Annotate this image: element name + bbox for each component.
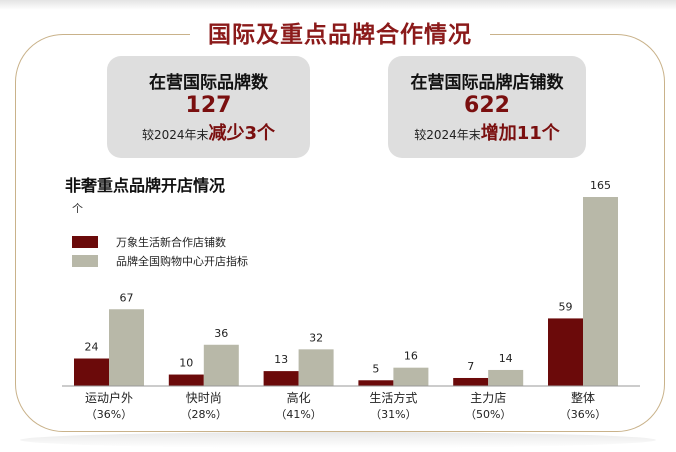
chart-title: 非奢重点品牌开店情况 <box>65 176 226 195</box>
category-label: 快时尚 <box>186 391 222 405</box>
legend-label: 万象生活新合作店铺数 <box>116 235 226 249</box>
category-label: 生活方式 <box>369 390 417 405</box>
y-unit-label: 个 <box>72 202 83 215</box>
category-label: 运动户外 <box>85 390 133 405</box>
legend-swatch <box>72 235 98 248</box>
data-label: 14 <box>499 352 513 365</box>
data-label: 67 <box>120 291 134 304</box>
data-label: 36 <box>214 327 228 340</box>
bar <box>358 380 394 386</box>
bar <box>74 358 109 386</box>
page-title: 国际及重点品牌合作情况 <box>208 22 472 48</box>
legend-item: 万象生活新合作店铺数 <box>72 232 248 251</box>
bar <box>168 374 204 386</box>
category-note: （36%） <box>560 408 606 421</box>
legend-swatch <box>72 254 98 267</box>
bar <box>583 197 618 386</box>
category-label: 高化 <box>287 390 311 405</box>
bar <box>453 377 489 386</box>
store-count-card: 在营国际品牌店铺数 622 较2024年末增加11个 <box>388 56 586 158</box>
data-label: 5 <box>372 362 379 375</box>
category-note: （28%） <box>181 408 227 421</box>
bar <box>548 318 583 386</box>
category-label: 整体 <box>571 390 595 405</box>
card-label: 在营国际品牌店铺数 <box>410 73 564 93</box>
data-label: 59 <box>559 300 573 313</box>
category-note: （50%） <box>465 408 511 421</box>
data-label: 24 <box>85 341 99 354</box>
top-shadow <box>0 0 676 10</box>
card-value: 127 <box>185 93 232 118</box>
card-label: 在营国际品牌数 <box>149 73 268 93</box>
compare-change: 增加11个 <box>480 123 560 144</box>
compare-change: 减少3个 <box>208 123 276 144</box>
data-label: 13 <box>274 353 288 366</box>
header: 国际及重点品牌合作情况 <box>190 18 490 52</box>
category-note: （41%） <box>275 408 321 421</box>
card-value: 622 <box>464 93 510 118</box>
bar <box>109 309 144 386</box>
card-compare: 较2024年末增加11个 <box>388 119 586 145</box>
category-label: 主力店 <box>470 391 506 405</box>
category-note: （31%） <box>370 408 416 421</box>
legend-label: 品牌全国购物中心开店指标 <box>116 254 248 268</box>
chart-legend: 万象生活新合作店铺数 品牌全国购物中心开店指标 <box>72 232 248 270</box>
data-label: 16 <box>404 350 418 363</box>
bar <box>263 371 299 386</box>
data-label: 32 <box>309 331 323 344</box>
bar <box>393 367 429 386</box>
data-label: 165 <box>590 179 611 192</box>
compare-prefix: 较2024年末 <box>141 128 209 142</box>
legend-item: 品牌全国购物中心开店指标 <box>72 251 248 270</box>
card-compare: 较2024年末减少3个 <box>107 119 310 145</box>
data-label: 10 <box>179 357 193 370</box>
category-note: （36%） <box>86 408 132 421</box>
bottom-shadow <box>20 432 656 448</box>
compare-prefix: 较2024年末 <box>414 128 481 142</box>
brand-count-card: 在营国际品牌数 127 较2024年末减少3个 <box>107 56 310 158</box>
bar <box>203 344 239 386</box>
bar <box>488 369 524 386</box>
bar <box>298 349 334 386</box>
data-label: 7 <box>467 360 474 373</box>
